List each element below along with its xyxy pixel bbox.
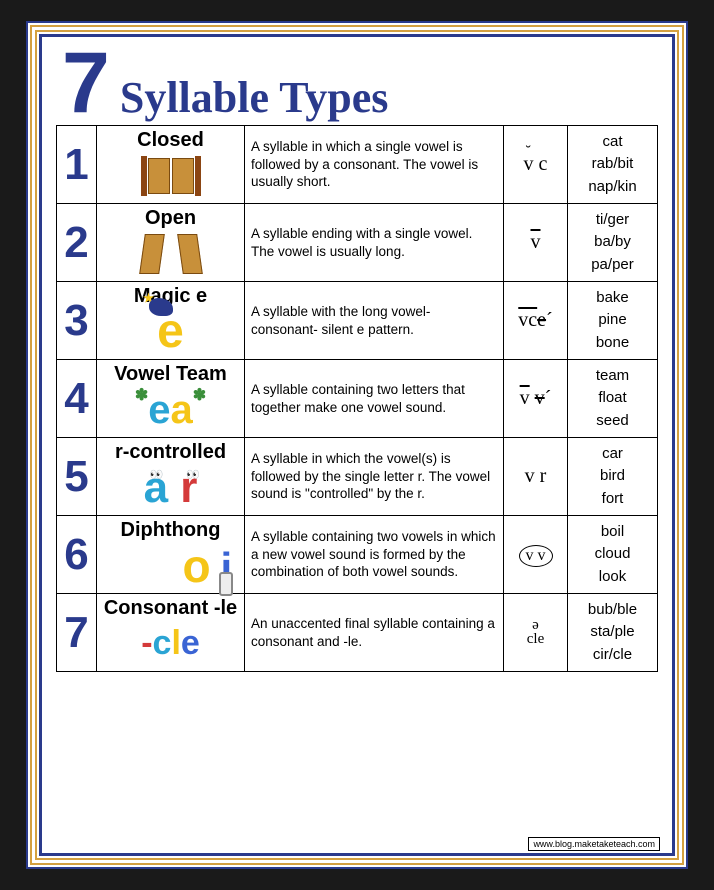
row-number: 2 xyxy=(57,204,97,282)
syllable-description: A syllable containing two letters that t… xyxy=(245,360,504,438)
table-row: 2OpenA syllable ending with a single vow… xyxy=(57,204,658,282)
syllable-name: Consonant -le xyxy=(100,597,241,620)
gate-closed-icon xyxy=(141,156,201,196)
example-word: bub/ble xyxy=(588,601,637,618)
row-number: 7 xyxy=(57,594,97,672)
table-row: 6DiphthongoiA syllable containing two vo… xyxy=(57,516,658,594)
syllable-name-cell: Magic e★e xyxy=(97,282,245,360)
syllable-name-cell: Closed xyxy=(97,126,245,204)
syllable-examples: cat rab/bit nap/kin xyxy=(568,126,658,204)
table-row: 5r-controlleda rA syllable in which the … xyxy=(57,438,658,516)
example-word: pa/per xyxy=(591,256,634,273)
syllable-examples: bub/ble sta/ple cir/cle xyxy=(568,594,658,672)
syllable-pattern: v v´ xyxy=(504,360,568,438)
syllable-pattern: v c xyxy=(504,126,568,204)
table-row: 7Consonant -le -cle An unaccented final sy… xyxy=(57,594,658,672)
example-word: team xyxy=(596,367,629,384)
syllable-examples: car bird fort xyxy=(568,438,658,516)
example-word: pine xyxy=(598,311,626,328)
example-word: rab/bit xyxy=(592,155,634,172)
r-controlled-icon: a r xyxy=(144,463,198,514)
syllable-pattern: vce´ xyxy=(504,282,568,360)
syllable-description: A syllable in which a single vowel is fo… xyxy=(245,126,504,204)
attribution: www.blog.maketaketeach.com xyxy=(528,837,660,851)
syllable-description: A syllable ending with a single vowel. T… xyxy=(245,204,504,282)
title-text: Syllable Types xyxy=(120,72,389,123)
syllable-description: A syllable in which the vowel(s) is foll… xyxy=(245,438,504,516)
example-word: bake xyxy=(596,289,629,306)
example-word: car xyxy=(602,445,623,462)
syllable-types-poster: 7 Syllable Types 1ClosedA syllable in wh… xyxy=(39,34,675,856)
example-word: fort xyxy=(602,490,624,507)
poster-title: 7 Syllable Types xyxy=(56,45,658,123)
syllable-pattern: əcle xyxy=(504,594,568,672)
table-row: 4Vowel Team✽ea✽A syllable containing two… xyxy=(57,360,658,438)
example-word: cat xyxy=(602,133,622,150)
syllable-description: An unaccented final syllable containing … xyxy=(245,594,504,672)
example-word: seed xyxy=(596,412,629,429)
syllable-examples: team float seed xyxy=(568,360,658,438)
row-number: 1 xyxy=(57,126,97,204)
example-word: float xyxy=(598,389,626,406)
vowel-team-icon: ✽ea✽ xyxy=(135,387,206,433)
row-number: 6 xyxy=(57,516,97,594)
syllable-table: 1ClosedA syllable in which a single vowe… xyxy=(56,125,658,672)
syllable-name-cell: Diphthongoi xyxy=(97,516,245,594)
example-word: cloud xyxy=(595,545,631,562)
row-number: 3 xyxy=(57,282,97,360)
syllable-examples: ti/ger ba/by pa/per xyxy=(568,204,658,282)
title-number: 7 xyxy=(62,45,110,122)
syllable-description: A syllable containing two vowels in whic… xyxy=(245,516,504,594)
example-word: ti/ger xyxy=(596,211,629,228)
gate-open-icon xyxy=(136,234,206,274)
syllable-name-cell: Consonant -le -cle xyxy=(97,594,245,672)
example-word: sta/ple xyxy=(590,623,634,640)
example-word: nap/kin xyxy=(588,178,636,195)
syllable-pattern: v xyxy=(504,204,568,282)
syllable-name-cell: Vowel Team✽ea✽ xyxy=(97,360,245,438)
syllable-name: Open xyxy=(100,207,241,230)
row-number: 4 xyxy=(57,360,97,438)
syllable-pattern: v v xyxy=(504,516,568,594)
syllable-examples: bake pine bone xyxy=(568,282,658,360)
syllable-name: Vowel Team xyxy=(100,363,241,386)
example-word: look xyxy=(599,568,627,585)
syllable-examples: boil cloud look xyxy=(568,516,658,594)
syllable-description: A syllable with the long vowel-consonant… xyxy=(245,282,504,360)
example-word: bird xyxy=(600,467,625,484)
example-word: bone xyxy=(596,334,629,351)
example-word: ba/by xyxy=(594,233,631,250)
syllable-name: Diphthong xyxy=(100,519,241,542)
row-number: 5 xyxy=(57,438,97,516)
magic-e-icon: ★e xyxy=(157,308,184,356)
syllable-name-cell: r-controlleda r xyxy=(97,438,245,516)
example-word: boil xyxy=(601,523,624,540)
table-row: 3Magic e★eA syllable with the long vowel… xyxy=(57,282,658,360)
syllable-pattern: v r xyxy=(504,438,568,516)
table-row: 1ClosedA syllable in which a single vowe… xyxy=(57,126,658,204)
consonant-le-icon: -cle xyxy=(141,624,200,663)
syllable-name-cell: Open xyxy=(97,204,245,282)
example-word: cir/cle xyxy=(593,646,632,663)
syllable-name: Closed xyxy=(100,129,241,152)
syllable-name: r-controlled xyxy=(100,441,241,464)
